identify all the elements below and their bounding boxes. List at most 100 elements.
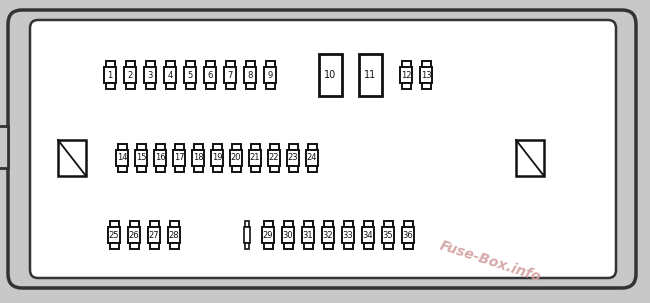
Bar — [155, 144, 164, 150]
Bar — [342, 227, 354, 243]
FancyBboxPatch shape — [8, 10, 636, 288]
Text: 31: 31 — [303, 231, 313, 239]
Bar — [245, 243, 249, 249]
Bar — [164, 67, 176, 83]
Text: 22: 22 — [268, 154, 280, 162]
Text: 36: 36 — [402, 231, 413, 239]
Bar — [230, 150, 242, 166]
Bar — [194, 144, 203, 150]
Text: 32: 32 — [322, 231, 333, 239]
Bar — [146, 61, 155, 67]
Bar — [204, 67, 216, 83]
Bar — [136, 144, 146, 150]
Bar — [185, 83, 194, 89]
Bar — [318, 54, 341, 96]
Text: 4: 4 — [168, 71, 173, 79]
Text: 15: 15 — [136, 154, 146, 162]
Bar — [109, 221, 118, 227]
Bar — [322, 227, 334, 243]
Bar — [382, 227, 394, 243]
Bar — [170, 221, 179, 227]
Text: 17: 17 — [174, 154, 185, 162]
Bar — [226, 61, 235, 67]
Bar — [384, 243, 393, 249]
Bar — [289, 166, 298, 172]
Bar — [192, 150, 204, 166]
Text: 26: 26 — [129, 231, 139, 239]
Bar — [404, 221, 413, 227]
Text: 14: 14 — [117, 154, 127, 162]
Bar — [148, 227, 160, 243]
Bar — [105, 83, 114, 89]
Bar — [174, 166, 183, 172]
Text: 9: 9 — [267, 71, 272, 79]
Text: 25: 25 — [109, 231, 119, 239]
Bar — [213, 166, 222, 172]
Bar — [211, 150, 223, 166]
Bar — [263, 243, 272, 249]
Bar — [304, 243, 313, 249]
Bar — [516, 140, 544, 176]
Bar — [116, 150, 128, 166]
Bar — [250, 144, 259, 150]
Bar — [124, 67, 136, 83]
Bar — [0, 126, 8, 168]
Bar — [125, 61, 135, 67]
Text: 34: 34 — [363, 231, 373, 239]
Bar — [109, 243, 118, 249]
Bar — [404, 243, 413, 249]
Bar — [205, 61, 214, 67]
Text: 12: 12 — [401, 71, 411, 79]
Bar — [224, 67, 236, 83]
Bar — [264, 67, 276, 83]
Bar — [168, 227, 180, 243]
Text: Fuse-Box.info: Fuse-Box.info — [437, 239, 543, 285]
Bar — [270, 166, 278, 172]
Bar — [144, 67, 156, 83]
Bar — [150, 221, 159, 227]
Bar — [262, 227, 274, 243]
Text: 28: 28 — [169, 231, 179, 239]
Bar — [402, 61, 411, 67]
Bar — [185, 61, 194, 67]
Bar — [135, 150, 147, 166]
Text: 7: 7 — [227, 71, 233, 79]
Bar — [231, 166, 240, 172]
Text: 29: 29 — [263, 231, 273, 239]
Text: 20: 20 — [231, 154, 241, 162]
Bar — [173, 150, 185, 166]
Bar — [174, 144, 183, 150]
Bar — [170, 243, 179, 249]
Text: 3: 3 — [148, 71, 153, 79]
Text: 13: 13 — [421, 71, 432, 79]
Text: 2: 2 — [127, 71, 133, 79]
Text: 19: 19 — [212, 154, 222, 162]
Bar — [283, 221, 292, 227]
FancyBboxPatch shape — [30, 20, 616, 278]
Bar — [246, 83, 255, 89]
Bar — [205, 83, 214, 89]
Bar — [324, 243, 333, 249]
Bar — [118, 144, 127, 150]
Bar — [268, 150, 280, 166]
Bar — [421, 83, 430, 89]
Bar — [245, 221, 249, 227]
Bar — [384, 221, 393, 227]
Text: 30: 30 — [283, 231, 293, 239]
Bar — [136, 166, 146, 172]
Text: 6: 6 — [207, 71, 213, 79]
Text: 1: 1 — [107, 71, 112, 79]
Bar — [306, 150, 318, 166]
Bar — [400, 67, 412, 83]
Bar — [244, 227, 250, 243]
Text: 10: 10 — [324, 70, 336, 80]
Bar — [263, 221, 272, 227]
Text: 33: 33 — [343, 231, 354, 239]
Text: 27: 27 — [149, 231, 159, 239]
Text: 23: 23 — [288, 154, 298, 162]
Bar — [129, 221, 138, 227]
Bar — [343, 243, 352, 249]
Text: 5: 5 — [187, 71, 192, 79]
Text: 35: 35 — [383, 231, 393, 239]
Bar — [265, 83, 274, 89]
